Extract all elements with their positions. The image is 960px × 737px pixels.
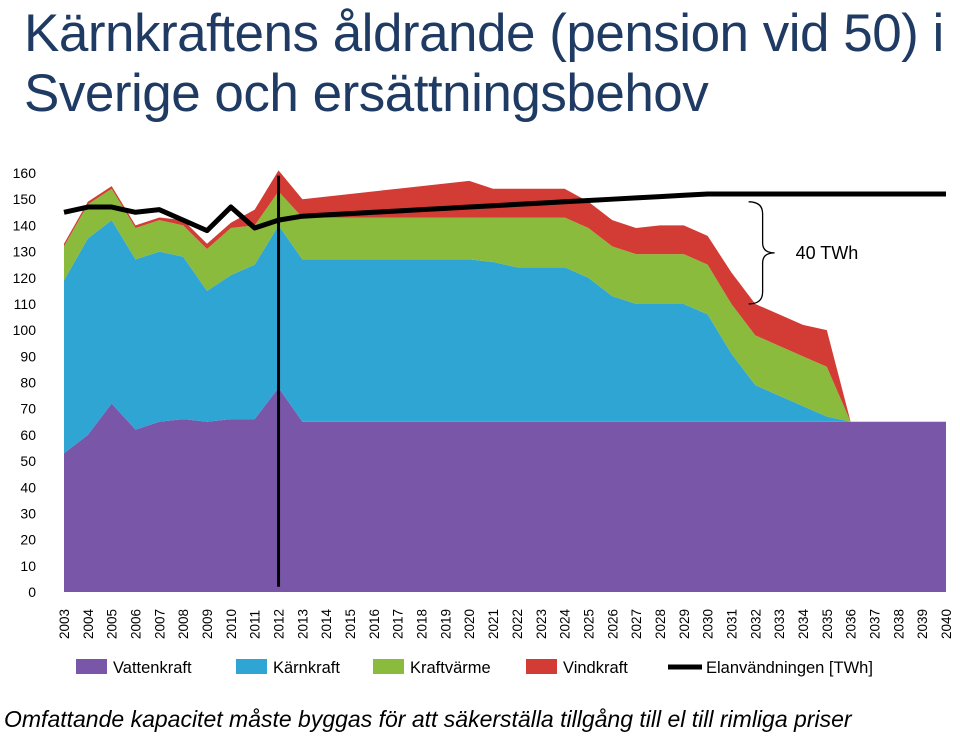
y-axis: 0 10 20 30 40 50 60 70 80 90 100 110 120 130 140 150 160	[13, 165, 37, 600]
legend: Vattenkraft Kärnkraft Kraftvärme Vindkraft E…	[76, 659, 873, 677]
y-tick-label: 20	[20, 532, 36, 548]
x-tick-label: 2019	[438, 609, 453, 639]
y-tick-label: 40	[20, 479, 36, 495]
legend-label: Elanvändningen [TWh]	[706, 659, 873, 677]
x-tick-label: 2028	[653, 609, 668, 639]
x-tick-label: 2004	[81, 608, 96, 639]
x-tick-label: 2033	[772, 609, 787, 639]
x-tick-label: 2031	[724, 609, 739, 639]
legend-label: Vattenkraft	[113, 659, 192, 677]
x-tick-label: 2017	[391, 609, 406, 639]
y-tick-label: 90	[20, 348, 36, 364]
area-k-rnkraft	[64, 220, 946, 454]
y-tick-label: 60	[20, 427, 36, 443]
x-tick-label: 2023	[534, 609, 549, 639]
legend-swatch	[76, 659, 107, 674]
y-tick-label: 160	[13, 165, 37, 181]
area-kraftv-rme	[64, 188, 946, 422]
y-tick-label: 10	[20, 558, 36, 574]
legend-label: Vindkraft	[563, 659, 628, 677]
legend-label: Kärnkraft	[273, 659, 340, 677]
page-title: Kärnkraftens åldrande (pension vid 50) i…	[24, 4, 944, 123]
x-tick-label: 2020	[462, 609, 477, 639]
x-tick-label: 2016	[367, 609, 382, 639]
x-axis: 2003 2004 2005 2006 2007 2008 2009 2010 2011 2012…	[57, 608, 954, 639]
x-tick-label: 2008	[176, 609, 191, 639]
annotation: 40 TWh	[748, 201, 859, 305]
chart: 0102030405060708090100110120130140150160…	[13, 165, 954, 677]
x-tick-label: 2025	[581, 609, 596, 639]
x-tick-label: 2038	[891, 609, 906, 639]
x-tick-label: 2032	[748, 609, 763, 639]
x-tick-label: 2007	[152, 609, 167, 639]
line-elanvandningen	[63, 191, 946, 234]
legend-label: Kraftvärme	[410, 659, 491, 677]
x-tick-label: 2027	[629, 609, 644, 639]
y-tick-label: 140	[13, 217, 37, 233]
x-tick-label: 2011	[248, 610, 263, 639]
legend-swatch	[526, 659, 557, 674]
y-tick-label: 100	[13, 322, 37, 338]
x-tick-label: 2029	[677, 609, 692, 639]
x-tick-label: 2013	[295, 609, 310, 639]
x-tick-label: 2040	[939, 609, 954, 639]
x-tick-label: 2026	[605, 609, 620, 639]
x-tick-label: 2014	[319, 608, 334, 639]
y-tick-label: 120	[13, 270, 37, 286]
area-vattenkraft	[64, 387, 946, 592]
x-tick-label: 2003	[57, 609, 72, 639]
caption: Omfattande kapacitet måste byggas för at…	[4, 706, 852, 732]
x-tick-label: 2024	[558, 608, 573, 639]
x-tick-label: 2036	[844, 609, 859, 639]
y-tick-label: 110	[14, 296, 37, 312]
x-tick-label: 2005	[105, 609, 120, 639]
y-tick-label: 50	[20, 453, 36, 469]
y-tick-label: 30	[20, 505, 36, 521]
annotation-label: 40 TWh	[796, 243, 859, 263]
legend-swatch	[373, 659, 404, 674]
x-tick-label: 2021	[486, 609, 501, 639]
x-tick-label: 2009	[200, 609, 215, 639]
y-tick-label: 80	[20, 375, 36, 391]
x-tick-label: 2037	[867, 609, 882, 639]
bracket	[748, 201, 775, 305]
y-tick-label: 70	[20, 401, 36, 417]
legend-swatch	[236, 659, 267, 674]
x-tick-label: 2015	[343, 609, 358, 639]
y-tick-label: 150	[13, 191, 37, 207]
x-tick-label: 2035	[820, 609, 835, 639]
chart-areas	[64, 170, 946, 592]
x-tick-label: 2034	[796, 608, 811, 639]
x-tick-label: 2010	[224, 609, 239, 639]
y-tick-label: 0	[28, 584, 36, 600]
x-tick-label: 2006	[129, 609, 144, 639]
y-tick-label: 130	[13, 244, 37, 260]
x-tick-label: 2012	[272, 609, 287, 639]
x-tick-label: 2018	[415, 609, 430, 639]
chart-lines	[63, 175, 946, 587]
x-tick-label: 2030	[701, 609, 716, 639]
x-tick-label: 2022	[510, 609, 525, 639]
x-tick-label: 2039	[915, 609, 930, 639]
